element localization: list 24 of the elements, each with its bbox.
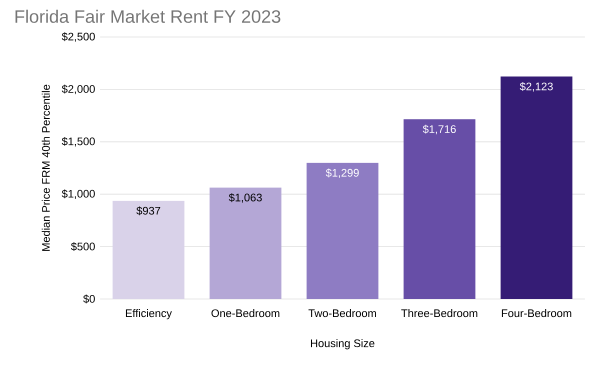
data-label: $2,123 — [520, 82, 553, 92]
data-label: $1,716 — [422, 124, 456, 134]
y-tick-label: $2,500 — [62, 32, 95, 42]
x-tick-label: One-Bedroom — [211, 309, 280, 318]
y-tick-label: $0 — [83, 294, 95, 304]
x-tick-label: Four-Bedroom — [502, 309, 572, 318]
x-tick-label: Two-Bedroom — [308, 309, 376, 318]
y-tick-label: $1,500 — [62, 137, 95, 147]
x-axis-title: Housing Size — [310, 339, 374, 350]
chart-title: Florida Fair Market Rent FY 2023 — [16, 10, 280, 23]
bar — [306, 162, 378, 299]
data-label: $1,063 — [228, 193, 262, 203]
y-axis-title: Median Price FRM 40th Percentile — [42, 84, 50, 251]
bar — [210, 188, 282, 299]
data-label: $937 — [136, 206, 160, 216]
y-tick-label: $2,000 — [62, 84, 95, 94]
x-tick-label: Three-Bedroom — [401, 309, 478, 318]
y-tick-label: $500 — [70, 242, 95, 252]
bar — [500, 76, 572, 299]
y-tick-label: $1,000 — [62, 189, 95, 199]
x-tick-label: Efficiency — [126, 309, 172, 320]
bar — [404, 119, 476, 299]
bar — [112, 200, 184, 299]
data-label: $1,299 — [326, 168, 359, 178]
